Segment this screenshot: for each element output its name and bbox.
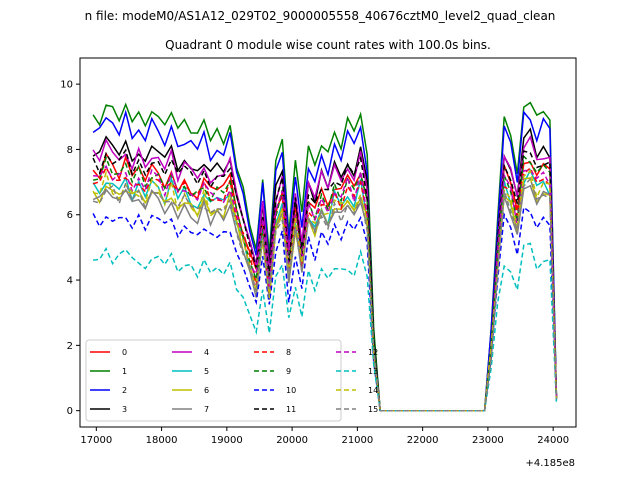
plot-frame (79, 57, 577, 428)
legend-label: 0 (122, 348, 127, 357)
series-line-9 (92, 154, 558, 412)
legend-label: 9 (286, 367, 291, 376)
x-offset-label: +4.185e8 (525, 458, 575, 469)
x-tick-label: 19000 (211, 435, 243, 446)
legend-box (85, 339, 342, 422)
legend-label: 11 (286, 405, 296, 414)
legend-label: 10 (286, 386, 296, 395)
legend-label: 7 (204, 405, 209, 414)
x-tick-label: 21000 (341, 435, 373, 446)
legend-label: 8 (286, 348, 291, 357)
y-tick-label: 2 (67, 341, 73, 352)
x-tick-label: 18000 (146, 435, 178, 446)
legend-label: 14 (368, 386, 378, 395)
legend-label: 4 (204, 348, 209, 357)
x-tick-label: 20000 (276, 435, 308, 446)
chart-title: Quadrant 0 module wise count rates with … (165, 38, 491, 52)
legend-label: 15 (368, 405, 378, 414)
legend-label: 12 (368, 348, 378, 357)
x-tick-label: 24000 (537, 435, 569, 446)
x-tick-label: 23000 (472, 435, 504, 446)
legend-label: 3 (122, 405, 127, 414)
x-tick-label: 22000 (407, 435, 439, 446)
legend-label: 5 (204, 367, 209, 376)
legend-label: 13 (368, 367, 378, 376)
y-tick-label: 10 (60, 80, 73, 91)
legend-label: 1 (122, 367, 127, 376)
y-tick-label: 8 (67, 145, 73, 156)
legend-label: 6 (204, 386, 209, 395)
y-tick-label: 0 (67, 406, 73, 417)
axes-layer: 17000 18000 19000 20000 21000 22000 23000 24000… (60, 80, 569, 446)
series-layer (92, 101, 558, 412)
y-tick-label: 4 (67, 276, 73, 287)
figure-suptitle: n file: modeM0/AS1A12_029T02_9000005558_… (85, 9, 556, 23)
legend-label: 2 (122, 386, 127, 395)
x-tick-label: 17000 (80, 435, 112, 446)
y-tick-label: 6 (67, 210, 73, 221)
series-line-15 (92, 177, 558, 412)
